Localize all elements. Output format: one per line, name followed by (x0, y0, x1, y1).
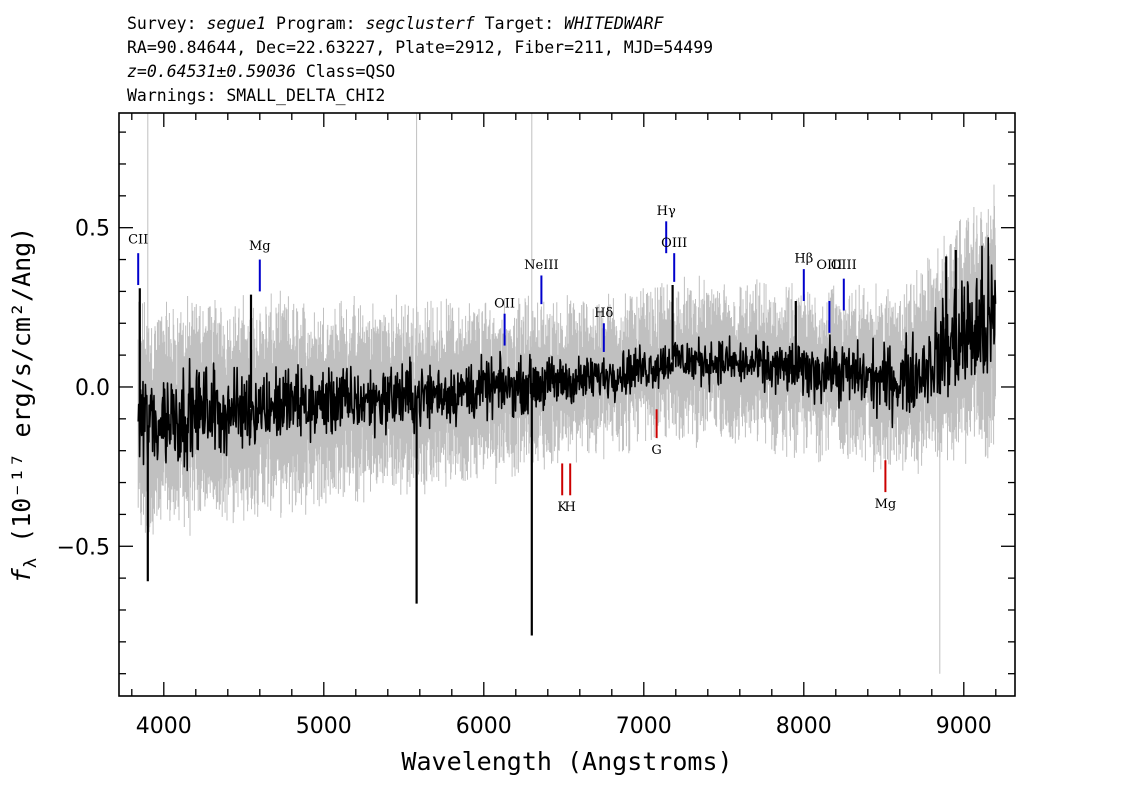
emission-line-label-2: OII (494, 296, 515, 311)
emission-line-label-5: Hγ (657, 204, 676, 219)
absorption-line-label-0: G (651, 443, 661, 458)
emission-line-label-7: Hβ (794, 252, 813, 267)
y-axis-symbol: f (7, 567, 36, 583)
emission-line-label-3: NeIII (524, 258, 558, 273)
absorption-line-label-2: H (565, 500, 576, 515)
y-tick-label-1: 0.0 (75, 376, 110, 401)
spectrum-header: Survey: segue1 Program: segclusterf Targ… (127, 12, 713, 108)
emission-line-label-6: OIII (661, 236, 687, 251)
error-envelope (137, 184, 996, 536)
header-coords-line: RA=90.84644, Dec=22.63227, Plate=2912, F… (127, 38, 714, 57)
target-label: Target: (484, 14, 555, 33)
absorption-line-label-1: K (557, 500, 567, 515)
x-tick-label-4: 8000 (776, 714, 832, 739)
plot-frame (118, 112, 1016, 697)
survey-value: segue1 (206, 14, 267, 33)
x-tick-label-2: 6000 (456, 714, 512, 739)
x-tick-label-5: 9000 (936, 714, 992, 739)
x-tick-label-0: 4000 (136, 714, 192, 739)
emission-line-label-0: CII (128, 233, 148, 248)
y-tick-label-2: 0.5 (75, 217, 110, 242)
class-value: Class=QSO (305, 62, 396, 81)
emission-line-label-4: Hδ (594, 306, 613, 321)
axis-ticks: 4000 5000 6000 7000 8000 9000 −0.5 0.0 0.5 (57, 113, 1015, 739)
x-tick-label-3: 7000 (616, 714, 672, 739)
redshift-value: z=0.64531±0.59036 (127, 62, 296, 81)
emission-line-label-1: Mg (249, 239, 271, 254)
flux-line (137, 237, 997, 472)
x-axis-title: Wavelength (Angstroms) (401, 747, 732, 776)
y-tick-label-0: −0.5 (57, 535, 110, 560)
y-axis-subscript: λ (21, 558, 41, 568)
y-axis-units: (10⁻¹⁷ erg/s/cm²/Ang) (7, 227, 36, 558)
header-redshift-line: z=0.64531±0.59036 Class=QSO (127, 60, 713, 84)
target-value: WHITEDWARF (564, 14, 664, 33)
absorption-line-label-3: Mg (875, 497, 897, 512)
program-label: Program: (276, 14, 356, 33)
header-survey-line: Survey: segue1 Program: segclusterf Targ… (127, 12, 713, 36)
header-warnings-line: Warnings: SMALL_DELTA_CHI2 (127, 86, 386, 105)
program-value: segclusterf (365, 14, 475, 33)
y-axis-title: fλ (10⁻¹⁷ erg/s/cm²/Ang) (7, 227, 41, 583)
survey-label: Survey: (127, 14, 197, 33)
emission-line-label-9: OIII (831, 258, 857, 273)
emission-line-label-8: OIII (816, 258, 842, 273)
x-tick-label-1: 5000 (296, 714, 352, 739)
